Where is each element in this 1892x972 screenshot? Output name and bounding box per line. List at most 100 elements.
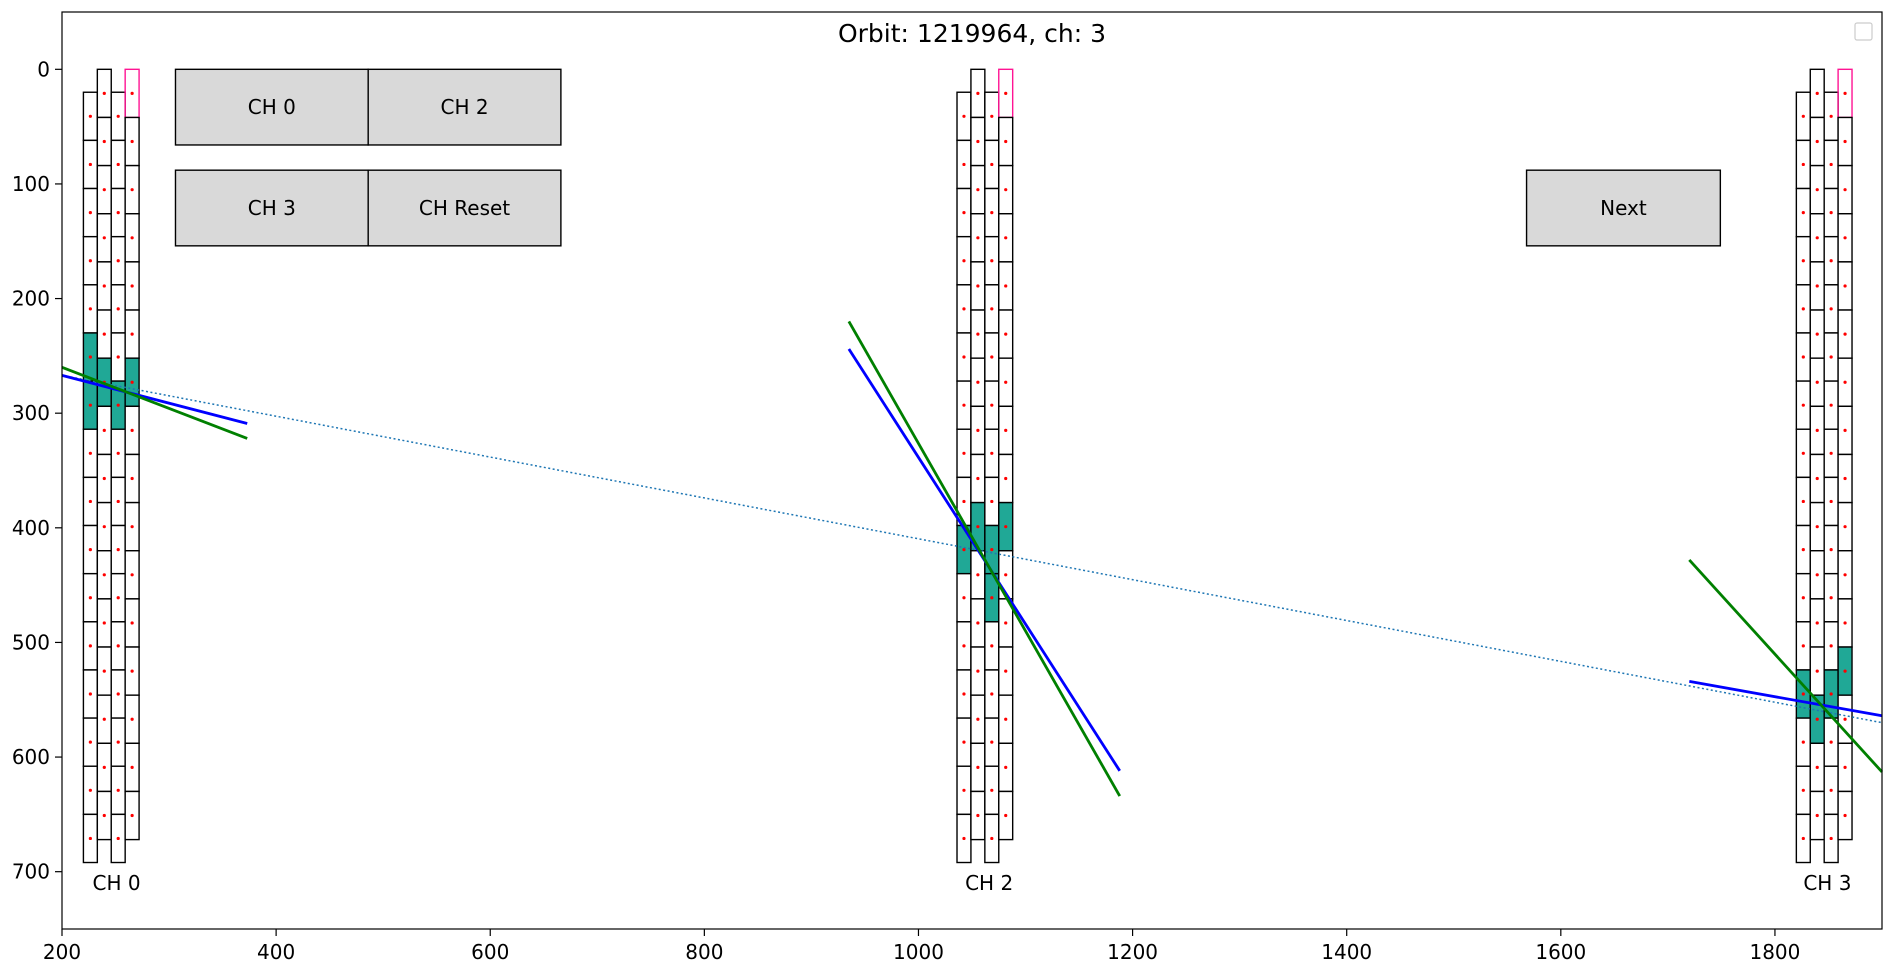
x-tick-label: 1400 (1321, 940, 1372, 964)
wire-dot (1843, 284, 1847, 288)
wire-dot (962, 692, 966, 696)
ch2-button[interactable]: CH 2 (367, 68, 562, 146)
wire-dot (1801, 259, 1805, 263)
wire-dot (1004, 380, 1008, 384)
chamber-label: CH 3 (1803, 871, 1851, 895)
wire-dot (1843, 380, 1847, 384)
segment-fit-line (847, 320, 1121, 797)
wire-dot (88, 162, 92, 167)
wire-dot (990, 210, 994, 215)
segment-fit-line (1689, 680, 1883, 718)
buttons-layer[interactable]: CH 0 CH 2 CH 3 CH Reset Next (174, 68, 1722, 247)
wire-dot (130, 669, 134, 673)
ch3-button-body[interactable] (174, 169, 369, 247)
wire-dot (976, 573, 980, 577)
y-tick-label: 700 (12, 860, 50, 884)
wire-dot (1815, 765, 1819, 769)
wire-dot (88, 355, 92, 359)
wire-dot (102, 621, 106, 625)
wire-dot (1829, 644, 1833, 648)
x-tick-label: 800 (685, 940, 723, 964)
wire-dot (1829, 162, 1833, 167)
wire-dot (1004, 813, 1008, 818)
wire-dot (1815, 525, 1819, 529)
y-tick-label: 200 (12, 287, 50, 311)
chamber-layer (124, 68, 140, 841)
wire-dot (962, 210, 966, 215)
wire-dot (130, 717, 134, 721)
wire-dot (102, 573, 106, 577)
wire-dot (88, 307, 92, 311)
wire-dot (990, 547, 994, 552)
ch0-button-label: CH 0 (248, 95, 296, 119)
wire-dot (976, 380, 980, 384)
y-tick-label: 400 (12, 516, 50, 540)
wire-dot (962, 499, 966, 504)
wire-dot (1801, 499, 1805, 504)
ch0-button-body[interactable] (174, 68, 369, 146)
wire-dot (102, 91, 106, 95)
ch2-button-body[interactable] (367, 68, 562, 146)
wire-dot (88, 403, 92, 407)
wire-dot (88, 259, 92, 263)
wire-dot (1829, 259, 1833, 263)
y-tick-label: 300 (12, 401, 50, 425)
wire-dot (102, 476, 106, 481)
wire-dot (1801, 740, 1805, 744)
wire-dot (990, 692, 994, 696)
wire-dot (1843, 525, 1847, 529)
chamber-layer (998, 68, 1014, 841)
chreset-button[interactable]: CH Reset (367, 169, 562, 247)
wire-dot (116, 692, 120, 696)
x-tick-label: 200 (43, 940, 81, 964)
wire-dot (976, 669, 980, 673)
x-tick-label: 1600 (1535, 940, 1586, 964)
axis-ticks: 200 400 600 800 1000 1200 1400 1600 1800 0 100 200 3… (12, 57, 1801, 964)
wire-dot (102, 765, 106, 769)
chamber-layer (984, 91, 1000, 864)
next-button-body[interactable] (1525, 169, 1722, 247)
chamber-layer (96, 68, 112, 841)
wire-dot (1004, 476, 1008, 481)
wire-dot (976, 717, 980, 721)
wire-dot (990, 788, 994, 792)
wire-dot (102, 236, 106, 240)
wire-dot (976, 765, 980, 769)
chamber-ch-2 (956, 68, 1014, 864)
wire-dot (1843, 428, 1847, 432)
wire-dot (102, 284, 106, 288)
wire-dot (1843, 188, 1847, 192)
wire-dot (130, 236, 134, 240)
wire-dot (1004, 765, 1008, 769)
wire-dot (116, 210, 120, 215)
wire-dot (1815, 621, 1819, 625)
next-button[interactable]: Next (1525, 169, 1722, 247)
wire-dot (88, 210, 92, 215)
wire-dot (962, 355, 966, 359)
wire-dot (1829, 788, 1833, 792)
chamber-layer (1809, 68, 1825, 841)
wire-dot (102, 669, 106, 673)
wire-dot (1815, 284, 1819, 288)
wire-dot (116, 162, 120, 167)
chamber-label: CH 2 (965, 871, 1013, 895)
chart-title: Orbit: 1219964, ch: 3 (838, 19, 1106, 48)
wire-dot (990, 403, 994, 407)
chamber-layer (110, 91, 126, 864)
wire-dot (1801, 162, 1805, 167)
wire-dot (1843, 765, 1847, 769)
wire-dot (990, 307, 994, 311)
chreset-button-body[interactable] (367, 169, 562, 247)
segment-fit-line (61, 366, 248, 440)
wire-dot (1801, 836, 1805, 841)
y-tick-label: 500 (12, 630, 50, 654)
wire-dot (1829, 307, 1833, 311)
ch2-button-label: CH 2 (440, 95, 488, 119)
ch0-button[interactable]: CH 0 (174, 68, 369, 146)
wire-dot (1815, 188, 1819, 192)
wire-dot (1004, 525, 1008, 529)
wire-dot (962, 547, 966, 552)
ch3-button[interactable]: CH 3 (174, 169, 369, 247)
wire-dot (1004, 139, 1008, 144)
